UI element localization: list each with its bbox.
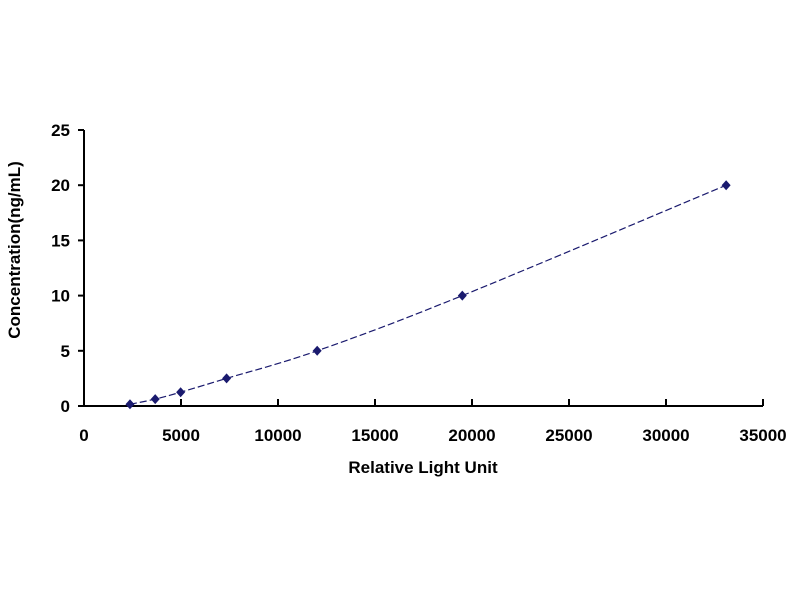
y-axis-label: Concentration(ng/mL) [5, 161, 24, 339]
x-tick-label: 10000 [254, 426, 301, 445]
y-tick-label: 15 [51, 231, 70, 250]
data-point [150, 394, 160, 405]
x-tick-label: 25000 [545, 426, 592, 445]
y-tick-label: 25 [51, 121, 70, 140]
data-point [222, 373, 232, 384]
x-axis-label: Relative Light Unit [348, 458, 498, 477]
data-point [721, 180, 731, 191]
x-tick-label: 0 [79, 426, 88, 445]
data-point [125, 399, 135, 410]
x-tick-label: 20000 [448, 426, 495, 445]
data-points [125, 180, 731, 410]
y-tick-label: 5 [61, 342, 70, 361]
series-curve [129, 184, 727, 405]
x-ticks: 0 5000 10000 15000 20000 25000 30000 35000 [79, 399, 787, 445]
data-point [312, 345, 322, 356]
data-point [457, 290, 467, 301]
y-tick-label: 20 [51, 176, 70, 195]
y-ticks: 0 5 10 15 20 25 [51, 121, 84, 416]
x-tick-label: 5000 [162, 426, 200, 445]
axes [83, 130, 763, 407]
y-tick-label: 0 [61, 397, 70, 416]
x-tick-label: 30000 [642, 426, 689, 445]
data-point [176, 387, 186, 398]
y-tick-label: 10 [51, 287, 70, 306]
x-tick-label: 15000 [351, 426, 398, 445]
x-tick-label: 35000 [739, 426, 786, 445]
